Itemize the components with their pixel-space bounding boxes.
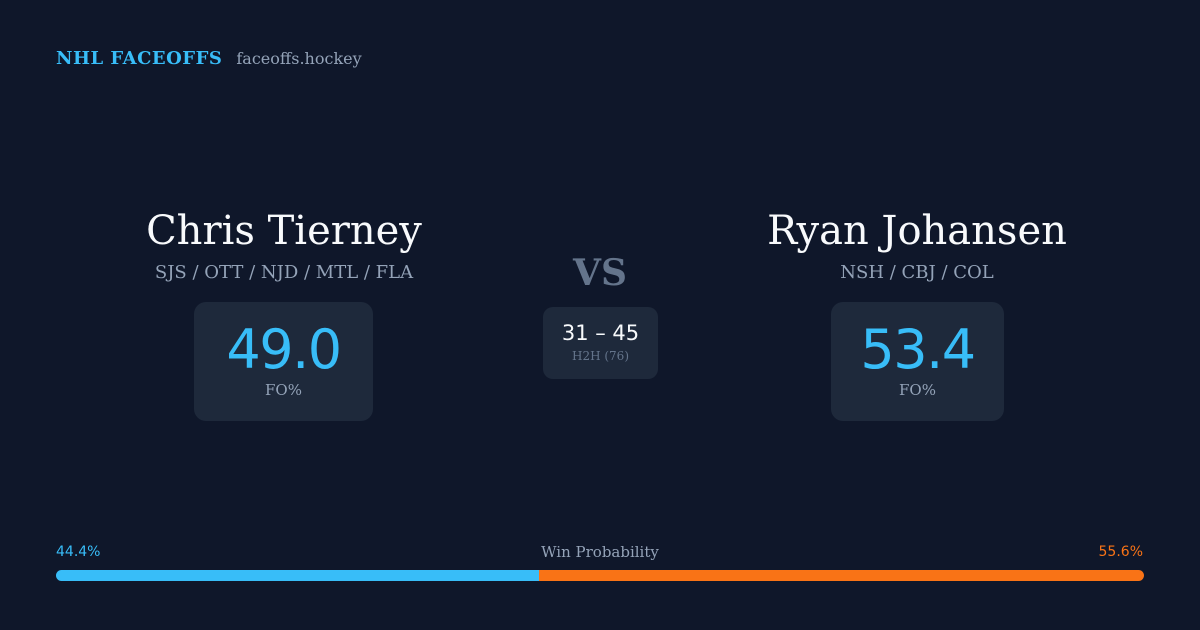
player-left: Chris Tierney SJS / OTT / NJD / MTL / FL… — [134, 205, 434, 286]
win-prob-title: Win Probability — [541, 543, 659, 561]
player-right: Ryan Johansen NSH / CBJ / COL — [767, 205, 1067, 286]
h2h-card: 31 – 45 H2H (76) — [543, 307, 658, 379]
player-left-fo-value: 49.0 — [226, 318, 342, 381]
player-left-name: Chris Tierney — [146, 208, 422, 254]
brand-site: faceoffs.hockey — [236, 49, 362, 68]
h2h-label: H2H (76) — [571, 349, 629, 363]
win-prob-left-pct: 44.4% — [56, 544, 101, 560]
win-prob-bar — [56, 570, 1144, 581]
player-right-fo-label: FO% — [899, 381, 936, 399]
player-left-fo-card: 49.0 FO% — [194, 302, 373, 421]
player-right-teams: NSH / CBJ / COL — [840, 262, 994, 283]
player-right-fo-value: 53.4 — [860, 318, 976, 381]
player-right-name: Ryan Johansen — [767, 208, 1067, 254]
brand-name: NHL FACEOFFS — [56, 48, 223, 69]
player-right-fo-card: 53.4 FO% — [831, 302, 1004, 421]
h2h-record: 31 – 45 — [561, 321, 640, 345]
brand-header: NHL FACEOFFS faceoffs.hockey — [56, 48, 362, 74]
player-left-fo-label: FO% — [265, 381, 302, 399]
player-left-teams: SJS / OTT / NJD / MTL / FLA — [154, 262, 414, 283]
win-prob-bar-right-fill — [539, 570, 1144, 581]
vs-label: VS — [573, 252, 627, 294]
win-prob-right-pct: 55.6% — [1098, 544, 1143, 560]
win-prob-bar-left-fill — [56, 570, 540, 581]
